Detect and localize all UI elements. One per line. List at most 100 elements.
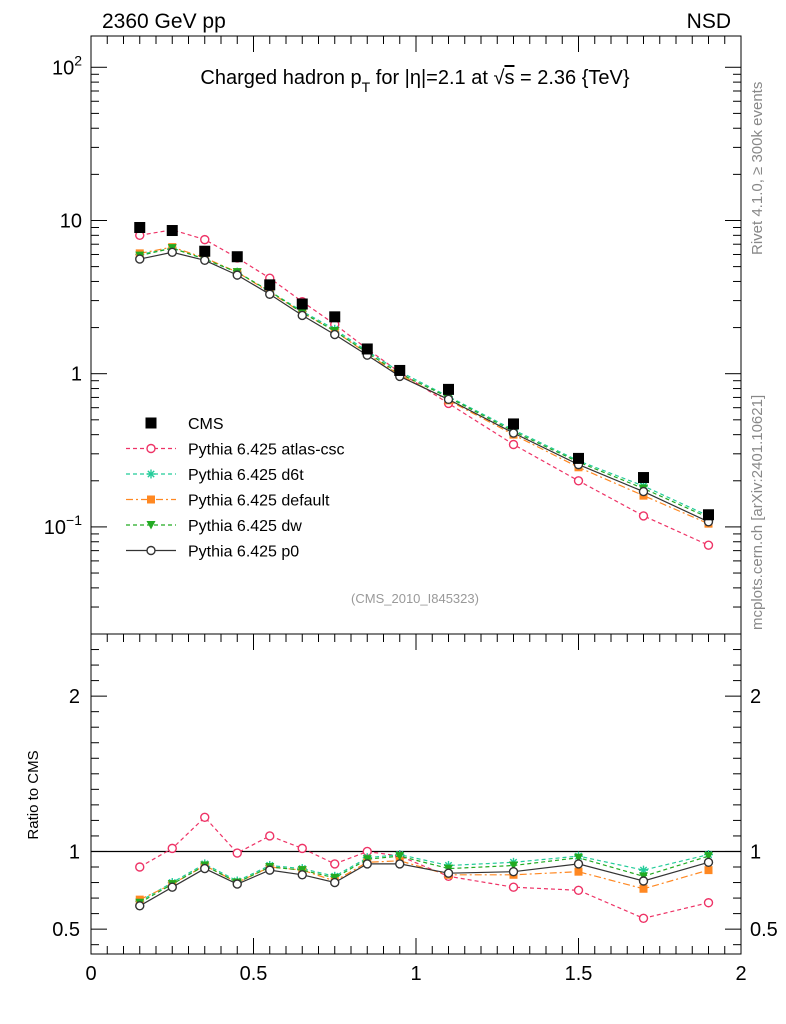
main-y-tick-label: 10−1: [44, 512, 82, 539]
legend-label: Pythia 6.425 default: [188, 493, 330, 510]
pythia-p0-point: [638, 876, 649, 886]
side-rivet-label: Rivet 4.1.0, ≥ 300k events: [749, 82, 766, 255]
cms-point: [703, 509, 714, 521]
pythia-p0-point: [200, 863, 210, 874]
cms-point: [264, 279, 276, 291]
legend-item-cms: CMS: [145, 416, 224, 433]
header-energy-label: 2360 GeV pp: [102, 10, 226, 33]
analysis-id-label: (CMS_2010_I845323): [351, 591, 479, 606]
legend-pythia-atlas-csc-point: [146, 443, 156, 454]
cms-point: [508, 418, 519, 430]
legend-label: Pythia 6.425 dw: [188, 518, 302, 535]
pythia-atlas-csc-point: [703, 898, 714, 908]
main-series-pythia-default: [135, 243, 713, 528]
ratio-y-tick-label-left: 1: [69, 841, 80, 863]
pythia-p0-point: [135, 254, 145, 264]
pythia-p0-point: [297, 870, 307, 880]
main-line-pythia-dw: [139, 247, 709, 519]
legend: CMS Pythia 6.425 atlas-csc Pythia 6.425 d6…: [126, 416, 345, 561]
pythia-atlas-csc-point: [573, 885, 584, 896]
pythia-dw-point: [574, 853, 583, 863]
pythia-p0-point: [395, 859, 405, 869]
ratio-series-group: [135, 812, 714, 923]
main-y-tick-label: 10: [60, 210, 82, 232]
pythia-p0-point: [330, 329, 340, 340]
pythia-atlas-csc-point: [638, 913, 649, 923]
pythia-atlas-csc-point: [508, 882, 519, 892]
x-tick-label: 1.5: [565, 963, 593, 985]
legend-item-pythia-p0: Pythia 6.425 p0: [126, 544, 299, 561]
main-axis-ticks: [90, 36, 742, 635]
pythia-atlas-csc-point: [200, 234, 210, 245]
cms-point: [361, 343, 373, 355]
pythia-p0-point: [362, 859, 372, 869]
cms-point: [134, 221, 146, 233]
ratio-y-tick-label-left: 0.5: [52, 919, 80, 941]
pythia-atlas-csc-point: [297, 843, 307, 854]
cms-point: [573, 452, 584, 464]
ratio-y-axis-label: Ratio to CMS: [25, 750, 42, 839]
pythia-atlas-csc-point: [167, 843, 177, 854]
cms-point: [231, 251, 243, 263]
legend-item-pythia-d6t: Pythia 6.425 d6t: [126, 467, 304, 484]
legend-pythia-dw-point: [146, 521, 156, 530]
pythia-p0-point: [443, 868, 454, 878]
pythia-p0-point: [167, 882, 177, 892]
cms-point: [199, 245, 211, 257]
x-tick-label: 0.5: [240, 963, 268, 985]
pythia-p0-point: [508, 866, 519, 877]
pythia-atlas-csc-point: [200, 812, 210, 823]
ratio-plot-frame: [90, 633, 742, 955]
x-tick-label: 0: [85, 963, 96, 985]
pythia-p0-point: [232, 879, 242, 889]
pythia-p0-point: [135, 901, 145, 911]
main-line-pythia-atlas-csc: [139, 229, 709, 546]
ratio-line-pythia-p0: [139, 861, 709, 907]
legend-pythia-default-point: [147, 495, 155, 504]
main-line-pythia-p0: [139, 251, 709, 523]
pythia-p0-point: [638, 486, 649, 497]
ratio-y-tick-label-left: 2: [69, 686, 80, 708]
pythia-dw-point: [395, 852, 405, 861]
pythia-p0-point: [297, 310, 307, 321]
pythia-default-point: [639, 884, 648, 893]
ratio-line-pythia-dw: [139, 855, 709, 904]
pythia-atlas-csc-point: [703, 540, 714, 550]
cms-point: [329, 311, 341, 323]
pythia-atlas-csc-point: [265, 831, 275, 841]
legend-label: Pythia 6.425 p0: [188, 544, 299, 561]
pythia-dw-point: [704, 852, 713, 861]
ratio-y-tick-label-right: 1: [750, 841, 761, 863]
pythia-p0-point: [200, 255, 210, 265]
pythia-atlas-csc-point: [638, 511, 649, 521]
main-y-tick-label: 1: [71, 364, 82, 386]
header-process-label: NSD: [687, 10, 731, 33]
main-y-tick-label: 102: [52, 52, 82, 79]
pythia-p0-point: [265, 289, 275, 299]
legend-pythia-d6t-point: [146, 469, 156, 479]
ratio-y-tick-label-right: 0.5: [750, 919, 778, 941]
legend-label: Pythia 6.425 d6t: [188, 467, 304, 484]
legend-label: CMS: [188, 416, 224, 433]
legend-item-pythia-dw: Pythia 6.425 dw: [126, 518, 302, 535]
chart-title: Charged hadron pT for |η|=2.1 at √s = 2.…: [200, 67, 629, 95]
cms-point: [394, 364, 406, 376]
ratio-series-pythia-d6t: [135, 850, 713, 906]
main-series-group: [134, 221, 714, 550]
pythia-atlas-csc-point: [330, 859, 340, 869]
pythia-p0-point: [232, 270, 242, 280]
main-series-pythia-p0: [135, 247, 714, 527]
legend-item-pythia-default: Pythia 6.425 default: [126, 493, 330, 510]
pythia-atlas-csc-point: [508, 439, 519, 450]
pythia-dw-point: [509, 861, 518, 870]
ratio-line-pythia-default: [139, 860, 709, 901]
cms-point: [296, 298, 308, 310]
pythia-p0-point: [443, 394, 454, 405]
pythia-p0-point: [265, 865, 275, 875]
ratio-line-pythia-d6t: [139, 853, 709, 902]
legend-pythia-p0-point: [146, 545, 156, 556]
x-tick-label: 1: [410, 963, 421, 985]
pythia-atlas-csc-point: [135, 862, 145, 872]
legend-item-pythia-atlas-csc: Pythia 6.425 atlas-csc: [126, 442, 345, 459]
x-tick-label: 2: [735, 963, 746, 985]
